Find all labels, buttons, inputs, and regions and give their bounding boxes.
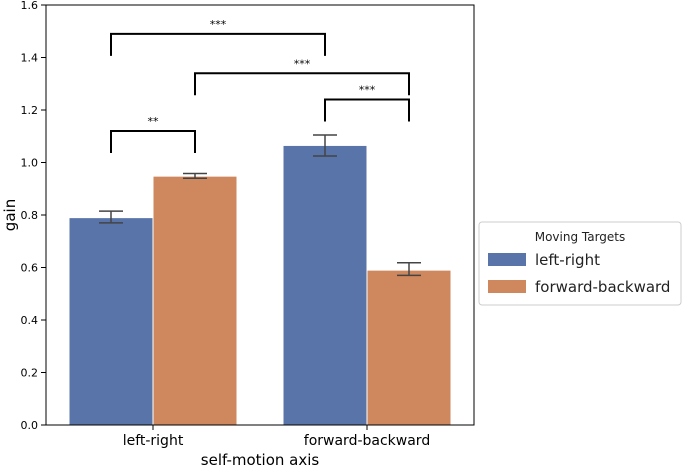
x-tick-label-left-right: left-right xyxy=(123,433,184,449)
y-tick-label-0.8: 0.8 xyxy=(21,209,39,222)
significance-label-4: *** xyxy=(359,84,376,97)
significance-label-1: ** xyxy=(148,115,160,128)
legend-swatch-left-right xyxy=(488,253,526,266)
legend-label-forward-backward: forward-backward xyxy=(535,278,670,296)
x-axis: left-right forward-backward xyxy=(123,425,430,449)
y-axis: 0.0 0.2 0.4 0.6 0.8 1.0 1.2 1.4 1.6 xyxy=(21,0,46,432)
y-tick-label-0.0: 0.0 xyxy=(21,419,39,432)
y-tick-label-0.2: 0.2 xyxy=(21,367,39,380)
significance-bracket-3 xyxy=(194,72,410,96)
y-tick-label-1.0: 1.0 xyxy=(21,157,39,170)
legend-title: Moving Targets xyxy=(535,230,626,244)
bar-left-right-forward-backward xyxy=(152,175,238,426)
significance-bracket-1 xyxy=(110,130,196,153)
x-tick-label-forward-backward: forward-backward xyxy=(304,433,430,449)
plot-marks: *********** xyxy=(68,18,452,426)
y-tick-label-1.4: 1.4 xyxy=(21,52,39,65)
y-tick-label-1.2: 1.2 xyxy=(21,104,39,117)
legend: Moving Targets left-right forward-backwa… xyxy=(478,221,682,306)
legend-label-left-right: left-right xyxy=(535,251,600,269)
legend-frame xyxy=(478,221,682,306)
legend-swatch-forward-backward xyxy=(488,280,526,293)
y-axis-label: gain xyxy=(1,199,19,231)
bar-forward-backward-forward-backward xyxy=(366,269,452,426)
x-axis-label: self-motion axis xyxy=(201,451,320,468)
bar-forward-backward-left-right xyxy=(282,144,368,426)
y-tick-label-0.4: 0.4 xyxy=(21,314,39,327)
significance-bracket-2 xyxy=(110,32,326,56)
significance-bracket-4 xyxy=(324,98,410,122)
significance-label-2: *** xyxy=(210,18,227,31)
significance-label-3: *** xyxy=(294,57,311,70)
bar-left-right-left-right xyxy=(68,217,154,426)
y-tick-label-0.6: 0.6 xyxy=(21,262,39,275)
y-tick-label-1.6: 1.6 xyxy=(21,0,39,12)
